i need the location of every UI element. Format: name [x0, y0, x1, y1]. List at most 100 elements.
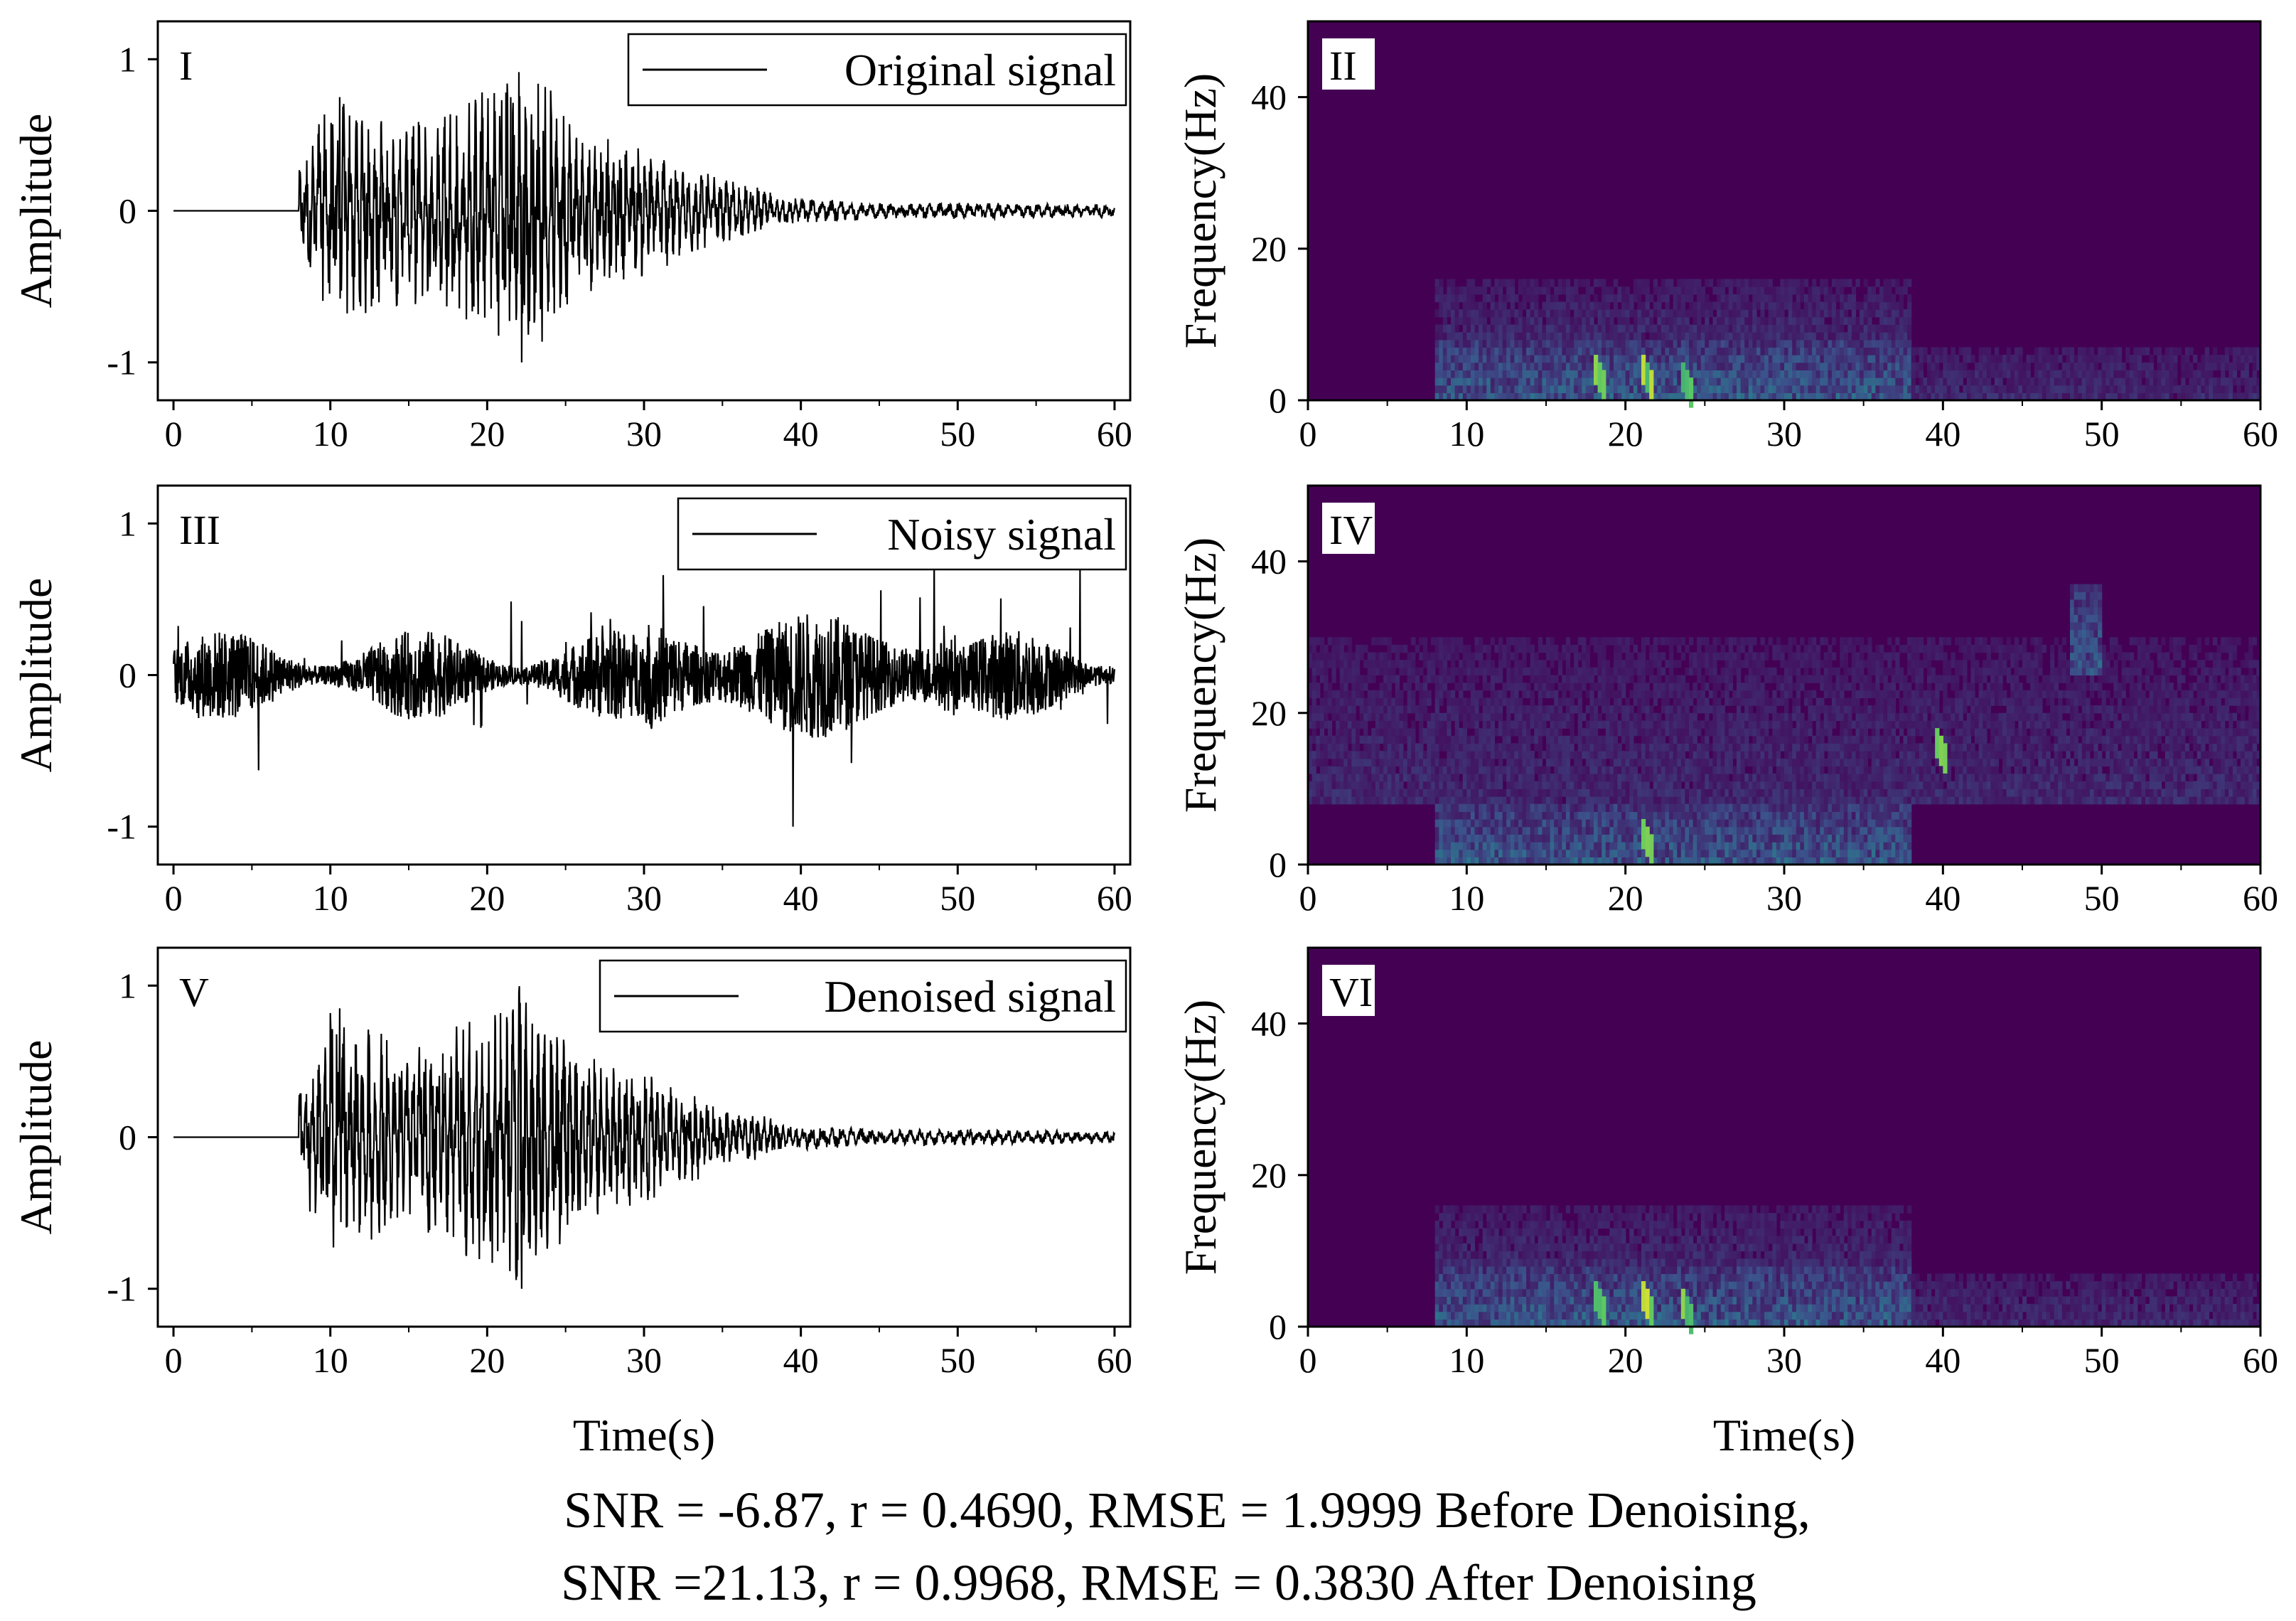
spectrogram-cell	[1717, 774, 1722, 782]
spectrogram-cell	[1919, 385, 1924, 393]
spectrogram-cell	[1629, 758, 1634, 767]
spectrogram-cell	[1823, 347, 1828, 355]
spectrogram-cell	[1617, 660, 1622, 668]
spectrogram-cell	[1526, 774, 1531, 782]
spectrogram-cell	[1748, 675, 1753, 683]
spectrogram-cell	[1665, 309, 1670, 318]
x-tick-label: 10	[1449, 414, 1484, 454]
spectrogram-cell	[1570, 743, 1575, 751]
spectrogram-cell	[1737, 362, 1742, 370]
spectrogram-cell	[1451, 743, 1456, 751]
spectrogram-cell	[2109, 370, 2114, 378]
spectrogram-cell	[1661, 339, 1666, 348]
spectrogram-cell	[1582, 644, 1587, 653]
spectrogram-cell	[2081, 362, 2086, 370]
spectrogram-cell	[1570, 294, 1575, 303]
spectrogram-cell	[1732, 652, 1737, 660]
spectrogram-cell	[1327, 637, 1333, 646]
spectrogram-cell	[1756, 347, 1761, 355]
spectrogram-cell	[1820, 287, 1825, 295]
spectrogram-cell	[1565, 355, 1571, 363]
spectrogram-cell	[1657, 751, 1662, 759]
spectrogram-cell	[1466, 743, 1471, 751]
spectrogram-cell	[1490, 743, 1495, 751]
spectrogram-cell	[1546, 781, 1551, 789]
spectrogram-cell	[1717, 683, 1722, 691]
spectrogram-cell	[1371, 766, 1376, 774]
spectrogram-cell	[1772, 774, 1777, 782]
spectrogram-cell	[1594, 347, 1599, 355]
spectrogram-cell	[1570, 766, 1575, 774]
spectrogram-cell	[1887, 339, 1892, 348]
spectrogram-cell	[1697, 287, 1702, 295]
spectrogram-cell	[1756, 690, 1761, 699]
spectrogram-cell	[2105, 355, 2110, 363]
spectrogram-cell	[1514, 758, 1519, 767]
spectrogram-cell	[1772, 743, 1777, 751]
spectrogram-cell	[1653, 324, 1658, 333]
spectrogram-cell	[1712, 362, 1717, 370]
spectrogram-cell	[1717, 788, 1722, 797]
spectrogram-cell	[1808, 758, 1813, 767]
spectrogram-cell	[1347, 781, 1352, 789]
spectrogram-cell	[1562, 339, 1567, 348]
spectrogram-cell	[1633, 385, 1638, 393]
spectrogram-cell	[1411, 743, 1416, 751]
spectrogram-cell	[1431, 720, 1436, 729]
spectrogram-cell	[2213, 385, 2218, 393]
spectrogram-cell	[2141, 392, 2146, 401]
spectrogram-cell	[1812, 355, 1817, 363]
spectrogram-cell	[1855, 316, 1860, 325]
spectrogram-cell	[1550, 332, 1555, 341]
spectrogram-cell	[1815, 362, 1820, 370]
spectrogram-cell	[1843, 355, 1848, 363]
spectrogram-cell	[1347, 712, 1352, 722]
spectrogram-cell	[1399, 751, 1404, 759]
spectrogram-cell	[1526, 720, 1531, 729]
spectrogram-cell	[1768, 392, 1773, 401]
spectrogram-cell	[1474, 287, 1479, 295]
spectrogram-cell	[1840, 781, 1845, 789]
spectrogram-cell	[2193, 370, 2198, 378]
spectrogram-cell	[1356, 751, 1361, 759]
spectrogram-cell	[1712, 796, 1717, 805]
spectrogram-cell	[1808, 728, 1813, 737]
spectrogram-cell	[1990, 392, 1995, 401]
spectrogram-cell	[1447, 766, 1452, 774]
spectrogram-cell	[1582, 781, 1587, 789]
spectrogram-cell	[1693, 332, 1697, 341]
spectrogram-cell	[1522, 339, 1527, 348]
spectrogram-cell	[2177, 385, 2182, 393]
spectrogram-cell	[1486, 385, 1491, 393]
spectrogram-cell	[1657, 392, 1662, 401]
y-tick-label: 1	[119, 503, 136, 543]
spectrogram-cell	[1800, 728, 1805, 737]
spectrogram-cell	[1760, 781, 1765, 789]
spectrogram-cell	[1506, 758, 1511, 767]
spectrogram-cell	[1820, 332, 1825, 341]
spectrogram-cell	[1594, 781, 1599, 789]
spectrogram-cell	[2050, 385, 2055, 393]
spectrogram-cell	[1557, 774, 1562, 782]
spectrogram-cell	[1518, 287, 1523, 295]
spectrogram-cell	[1772, 735, 1777, 744]
spectrogram-cell	[1486, 339, 1491, 348]
spectrogram-cell	[1454, 332, 1459, 341]
spectrogram-cell	[2248, 385, 2253, 393]
spectrogram-cell	[1788, 796, 1793, 805]
spectrogram-cell	[1462, 644, 1467, 653]
spectrogram-cell	[1494, 788, 1499, 797]
spectrogram-cell	[1324, 712, 1329, 722]
spectrogram-cell	[1407, 788, 1412, 797]
spectrogram-cell	[1399, 667, 1404, 676]
spectrogram-cell	[1717, 362, 1722, 370]
spectrogram-cell	[1641, 660, 1646, 668]
spectrogram-cell	[1395, 644, 1400, 653]
spectrogram-cell	[1840, 370, 1845, 378]
spectrogram-cell	[1589, 690, 1594, 699]
spectrogram-cell	[1720, 287, 1725, 295]
spectrogram-cell	[1768, 788, 1773, 797]
spectrogram-cell	[1931, 392, 1936, 401]
spectrogram-cell	[1442, 758, 1447, 767]
spectrogram-cell	[1454, 788, 1459, 797]
